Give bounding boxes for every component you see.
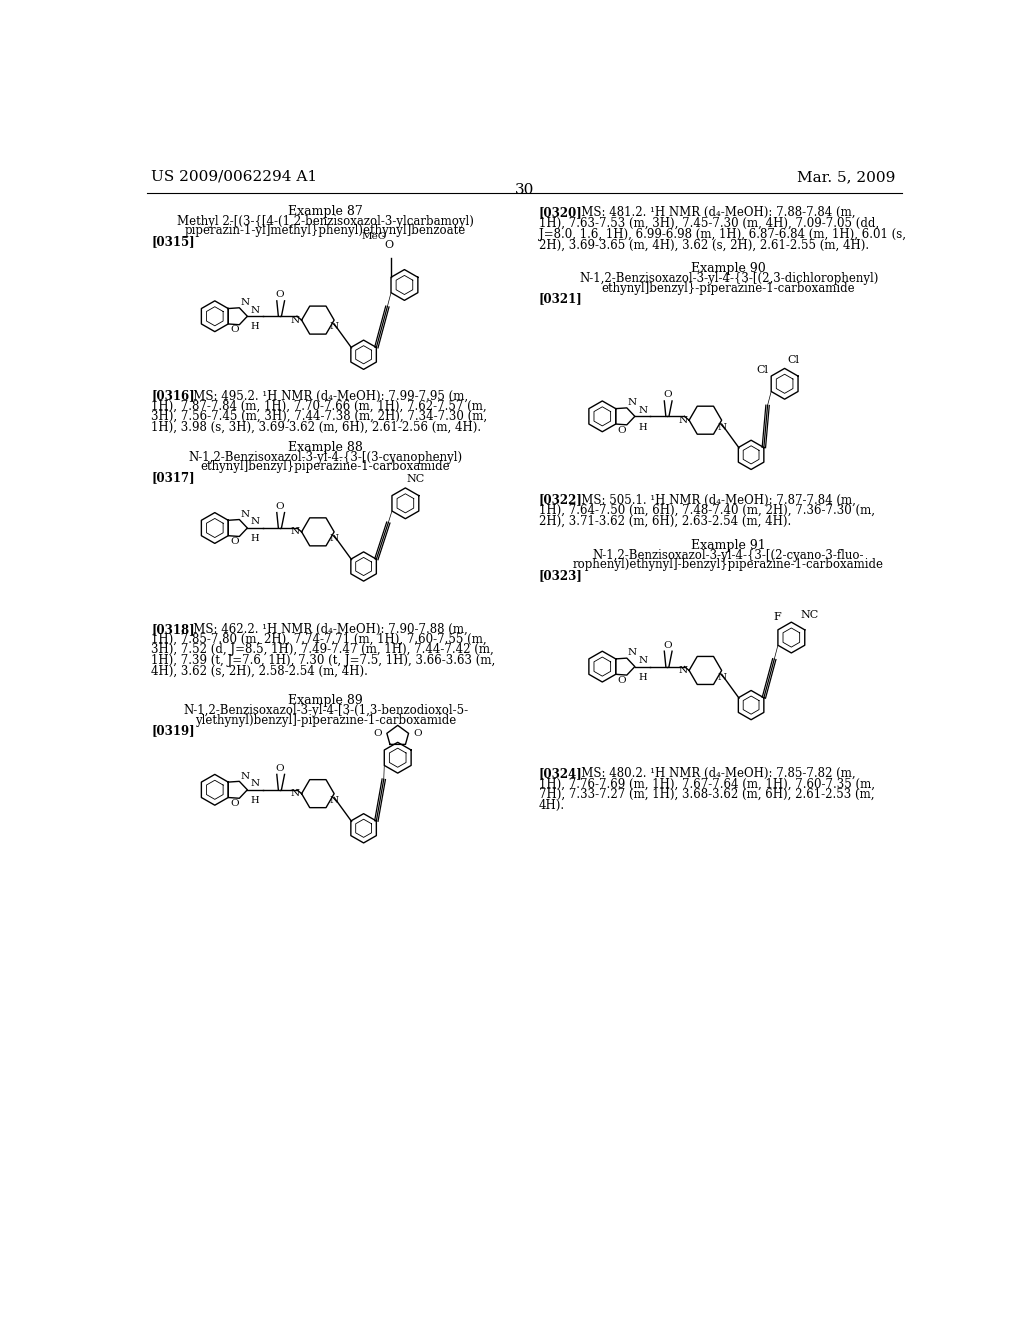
Text: Mar. 5, 2009: Mar. 5, 2009 — [797, 170, 895, 183]
Text: N: N — [251, 306, 260, 314]
Text: O: O — [275, 764, 285, 774]
Text: piperazin-1-yl]methyl}phenyl)ethynyl]benzoate: piperazin-1-yl]methyl}phenyl)ethynyl]ben… — [185, 224, 466, 236]
Text: H: H — [251, 796, 259, 805]
Text: 2H), 3.69-3.65 (m, 4H), 3.62 (s, 2H), 2.61-2.55 (m, 4H).: 2H), 3.69-3.65 (m, 4H), 3.62 (s, 2H), 2.… — [539, 239, 869, 252]
Text: N-1,2-Benzisoxazol-3-yl-4-{3-[(3-cyanophenyl): N-1,2-Benzisoxazol-3-yl-4-{3-[(3-cyanoph… — [188, 451, 463, 465]
Text: MS: 481.2. ¹H NMR (d₄-MeOH): 7.88-7.84 (m,: MS: 481.2. ¹H NMR (d₄-MeOH): 7.88-7.84 (… — [569, 206, 855, 219]
Text: MS: 480.2. ¹H NMR (d₄-MeOH): 7.85-7.82 (m,: MS: 480.2. ¹H NMR (d₄-MeOH): 7.85-7.82 (… — [569, 767, 855, 780]
Text: 4H), 3.62 (s, 2H), 2.58-2.54 (m, 4H).: 4H), 3.62 (s, 2H), 2.58-2.54 (m, 4H). — [152, 664, 368, 677]
Text: N: N — [717, 673, 726, 681]
Text: N: N — [291, 789, 300, 799]
Text: [0322]: [0322] — [539, 494, 583, 507]
Text: O: O — [617, 425, 626, 434]
Text: O: O — [664, 391, 672, 400]
Text: [0324]: [0324] — [539, 767, 583, 780]
Text: 30: 30 — [515, 183, 535, 197]
Text: MS: 495.2. ¹H NMR (d₄-MeOH): 7.99-7.95 (m,: MS: 495.2. ¹H NMR (d₄-MeOH): 7.99-7.95 (… — [182, 389, 468, 403]
Text: [0323]: [0323] — [539, 569, 583, 582]
Text: US 2009/0062294 A1: US 2009/0062294 A1 — [152, 170, 317, 183]
Text: F: F — [773, 612, 781, 622]
Text: [0321]: [0321] — [539, 293, 583, 305]
Text: 1H), 7.39 (t, J=7.6, 1H), 7.30 (t, J=7.5, 1H), 3.66-3.63 (m,: 1H), 7.39 (t, J=7.6, 1H), 7.30 (t, J=7.5… — [152, 653, 496, 667]
Text: O: O — [230, 799, 239, 808]
Text: NC: NC — [407, 474, 425, 484]
Text: N: N — [638, 405, 647, 414]
Text: 1H), 7.63-7.53 (m, 3H), 7.45-7.30 (m, 4H), 7.09-7.05 (dd,: 1H), 7.63-7.53 (m, 3H), 7.45-7.30 (m, 4H… — [539, 216, 879, 230]
Text: NC: NC — [801, 610, 819, 620]
Text: N: N — [330, 796, 339, 805]
Text: O: O — [275, 290, 285, 300]
Text: 3H), 7.56-7.45 (m, 3H), 7.44-7.38 (m, 2H), 7.34-7.30 (m,: 3H), 7.56-7.45 (m, 3H), 7.44-7.38 (m, 2H… — [152, 411, 487, 424]
Text: 2H), 3.71-3.62 (m, 6H), 2.63-2.54 (m, 4H).: 2H), 3.71-3.62 (m, 6H), 2.63-2.54 (m, 4H… — [539, 515, 791, 528]
Text: ethynyl]benzyl}-piperazine-1-carboxamide: ethynyl]benzyl}-piperazine-1-carboxamide — [602, 281, 855, 294]
Text: Example 88: Example 88 — [288, 441, 364, 454]
Text: [0316]: [0316] — [152, 389, 195, 403]
Text: MS: 462.2. ¹H NMR (d₄-MeOH): 7.90-7.88 (m,: MS: 462.2. ¹H NMR (d₄-MeOH): 7.90-7.88 (… — [182, 623, 468, 636]
Text: J=8.0, 1.6, 1H), 6.99-6.98 (m, 1H), 6.87-6.84 (m, 1H), 6.01 (s,: J=8.0, 1.6, 1H), 6.99-6.98 (m, 1H), 6.87… — [539, 227, 906, 240]
Text: N: N — [638, 656, 647, 665]
Text: 1H), 3.98 (s, 3H), 3.69-3.62 (m, 6H), 2.61-2.56 (m, 4H).: 1H), 3.98 (s, 3H), 3.69-3.62 (m, 6H), 2.… — [152, 421, 481, 433]
Text: N: N — [330, 535, 339, 543]
Text: Cl: Cl — [786, 355, 799, 366]
Text: N: N — [628, 648, 637, 657]
Text: O: O — [617, 676, 626, 685]
Text: [0315]: [0315] — [152, 235, 195, 248]
Text: 1H), 7.87-7.84 (m, 1H), 7.70-7.66 (m, 1H), 7.62-7.57 (m,: 1H), 7.87-7.84 (m, 1H), 7.70-7.66 (m, 1H… — [152, 400, 486, 413]
Text: N: N — [240, 772, 249, 780]
Text: O: O — [275, 502, 285, 511]
Text: 1H), 7.76-7.69 (m, 1H), 7.67-7.64 (m, 1H), 7.60-7.35 (m,: 1H), 7.76-7.69 (m, 1H), 7.67-7.64 (m, 1H… — [539, 777, 874, 791]
Text: Cl: Cl — [757, 364, 769, 375]
Text: rophenyl)ethynyl]-benzyl}piperazine-1-carboxamide: rophenyl)ethynyl]-benzyl}piperazine-1-ca… — [573, 558, 884, 572]
Text: [0320]: [0320] — [539, 206, 583, 219]
Text: O: O — [384, 240, 393, 251]
Text: O: O — [230, 326, 239, 334]
Text: N: N — [291, 315, 300, 325]
Text: N: N — [251, 517, 260, 527]
Text: O: O — [230, 537, 239, 546]
Text: H: H — [251, 535, 259, 543]
Text: Example 89: Example 89 — [288, 694, 362, 708]
Text: H: H — [251, 322, 259, 331]
Text: N: N — [679, 416, 687, 425]
Text: N: N — [330, 322, 339, 331]
Text: 4H).: 4H). — [539, 799, 565, 812]
Text: O: O — [664, 640, 672, 649]
Text: H: H — [638, 673, 647, 681]
Text: N: N — [251, 779, 260, 788]
Text: N: N — [717, 422, 726, 432]
Text: Methyl 2-[(3-{[4-(1,2-benzisoxazol-3-ylcarbamoyl): Methyl 2-[(3-{[4-(1,2-benzisoxazol-3-ylc… — [177, 215, 474, 227]
Text: N-1,2-Benzisoxazol-3-yl-4-{3-[(2,3-dichlorophenyl): N-1,2-Benzisoxazol-3-yl-4-{3-[(2,3-dichl… — [579, 272, 879, 285]
Text: [0317]: [0317] — [152, 471, 195, 484]
Text: ethynyl]benzyl}piperazine-1-carboxamide: ethynyl]benzyl}piperazine-1-carboxamide — [201, 461, 451, 474]
Text: 1H), 7.64-7.50 (m, 6H), 7.48-7.40 (m, 2H), 7.36-7.30 (m,: 1H), 7.64-7.50 (m, 6H), 7.48-7.40 (m, 2H… — [539, 504, 874, 517]
Text: N-1,2-Benzisoxazol-3-yl-4-[3-(1,3-benzodioxol-5-: N-1,2-Benzisoxazol-3-yl-4-[3-(1,3-benzod… — [183, 705, 468, 717]
Text: 7H), 7.33-7.27 (m, 1H), 3.68-3.62 (m, 6H), 2.61-2.53 (m,: 7H), 7.33-7.27 (m, 1H), 3.68-3.62 (m, 6H… — [539, 788, 874, 801]
Text: ylethynyl)benzyl]-piperazine-1-carboxamide: ylethynyl)benzyl]-piperazine-1-carboxami… — [195, 714, 457, 726]
Text: Example 90: Example 90 — [691, 263, 766, 276]
Text: Example 87: Example 87 — [288, 205, 362, 218]
Text: N: N — [240, 510, 249, 519]
Text: 3H), 7.52 (d, J=8.5, 1H), 7.49-7.47 (m, 1H), 7.44-7.42 (m,: 3H), 7.52 (d, J=8.5, 1H), 7.49-7.47 (m, … — [152, 644, 494, 656]
Text: 1H), 7.85-7.80 (m, 2H), 7.74-7.71 (m, 1H), 7.60-7.55 (m,: 1H), 7.85-7.80 (m, 2H), 7.74-7.71 (m, 1H… — [152, 634, 486, 645]
Text: O: O — [374, 729, 382, 738]
Text: N: N — [628, 399, 637, 407]
Text: MS: 505.1. ¹H NMR (d₄-MeOH): 7.87-7.84 (m,: MS: 505.1. ¹H NMR (d₄-MeOH): 7.87-7.84 (… — [569, 494, 856, 507]
Text: H: H — [638, 422, 647, 432]
Text: N: N — [679, 667, 687, 675]
Text: [0319]: [0319] — [152, 725, 195, 738]
Text: MeO: MeO — [361, 232, 387, 242]
Text: O: O — [414, 729, 422, 738]
Text: Example 91: Example 91 — [691, 539, 766, 552]
Text: N: N — [291, 528, 300, 536]
Text: [0318]: [0318] — [152, 623, 195, 636]
Text: N: N — [240, 298, 249, 308]
Text: N-1,2-Benzisoxazol-3-yl-4-{3-[(2-cyano-3-fluo-: N-1,2-Benzisoxazol-3-yl-4-{3-[(2-cyano-3… — [593, 549, 864, 562]
